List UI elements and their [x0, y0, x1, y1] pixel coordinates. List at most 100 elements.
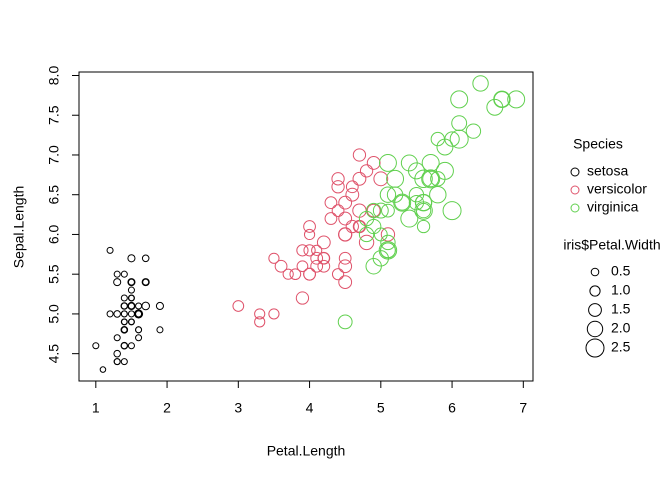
point	[435, 161, 454, 180]
point	[254, 316, 266, 328]
y-tick-label: 5.0	[46, 304, 62, 324]
y-tick-label: 6.0	[46, 225, 62, 245]
x-tick-label: 5	[377, 400, 385, 416]
point	[120, 358, 128, 366]
point	[134, 309, 143, 318]
point	[127, 301, 136, 311]
point	[378, 153, 397, 172]
point	[386, 186, 404, 203]
point	[121, 318, 128, 326]
point	[421, 169, 441, 189]
point	[282, 268, 294, 280]
point	[450, 90, 469, 109]
point	[366, 156, 381, 170]
point	[156, 326, 164, 334]
legend-symbol	[570, 185, 580, 195]
point	[378, 241, 398, 260]
size-legend-title: iris$Petal.Width	[563, 237, 660, 253]
size-legend-label: 1.0	[611, 282, 631, 298]
y-tick-label: 4.5	[46, 344, 62, 364]
point	[113, 349, 121, 358]
point	[99, 366, 107, 373]
point	[303, 267, 316, 281]
x-tick-label: 3	[234, 400, 242, 416]
point	[274, 259, 288, 273]
point	[380, 234, 396, 251]
point	[135, 326, 143, 334]
x-tick-label: 2	[163, 400, 171, 416]
point	[155, 301, 164, 311]
point	[324, 196, 338, 210]
point	[353, 220, 366, 233]
point	[338, 195, 353, 210]
point	[337, 314, 353, 330]
point	[113, 270, 121, 278]
point	[127, 286, 135, 294]
point	[128, 294, 135, 302]
size-legend-symbol	[585, 338, 605, 358]
point	[296, 260, 309, 273]
point	[121, 326, 128, 334]
point	[92, 342, 100, 350]
point	[127, 254, 136, 263]
point	[359, 164, 374, 178]
point	[127, 302, 135, 310]
point	[465, 123, 482, 139]
point	[449, 129, 469, 149]
y-tick-label: 5.5	[46, 264, 62, 284]
point	[352, 148, 367, 162]
point	[106, 310, 114, 318]
point	[135, 334, 143, 342]
point	[113, 358, 121, 366]
point	[352, 171, 367, 186]
point	[324, 212, 338, 225]
size-legend-label: 0.5	[611, 263, 631, 279]
point	[372, 202, 389, 219]
point	[366, 218, 382, 235]
point	[113, 310, 121, 318]
point	[120, 342, 128, 350]
point	[507, 90, 526, 109]
point	[379, 242, 396, 259]
point	[331, 180, 345, 194]
point	[358, 234, 375, 251]
point	[352, 203, 367, 218]
size-legend-label: 2.5	[611, 339, 631, 355]
point	[295, 291, 310, 305]
y-axis-label: Sepal.Length	[11, 186, 27, 269]
point	[120, 326, 129, 334]
point	[311, 244, 323, 256]
point	[379, 186, 397, 203]
point	[422, 170, 440, 188]
point	[338, 227, 353, 242]
point	[338, 259, 353, 274]
y-tick-label: 6.5	[46, 185, 62, 205]
point	[120, 294, 128, 302]
legend-label: versicolor	[587, 181, 647, 197]
point	[430, 171, 446, 187]
point	[303, 244, 316, 257]
x-tick-label: 1	[92, 400, 100, 416]
legend-symbol	[570, 203, 580, 213]
point	[303, 220, 316, 233]
point	[268, 252, 280, 264]
legend-symbol	[570, 167, 580, 177]
point	[331, 204, 345, 217]
point	[141, 278, 150, 287]
point	[120, 270, 128, 278]
point	[472, 75, 489, 92]
point	[310, 251, 324, 265]
point	[127, 342, 135, 350]
point	[331, 268, 345, 281]
plot-frame	[78, 71, 534, 382]
point	[373, 171, 389, 187]
point	[127, 278, 135, 286]
point	[380, 227, 396, 242]
point	[135, 310, 143, 318]
point	[142, 278, 150, 286]
x-tick-label: 7	[519, 400, 527, 416]
point	[429, 185, 447, 204]
size-legend-label: 2.0	[611, 320, 631, 336]
point	[414, 193, 433, 212]
point	[268, 308, 280, 320]
